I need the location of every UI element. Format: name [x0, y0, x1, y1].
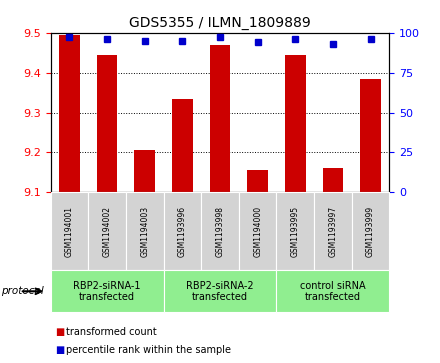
Text: transformed count: transformed count — [66, 327, 157, 337]
Bar — [209, 45, 231, 192]
Text: GSM1193999: GSM1193999 — [366, 206, 375, 257]
Text: GSM1194003: GSM1194003 — [140, 206, 149, 257]
Text: GSM1193996: GSM1193996 — [178, 206, 187, 257]
Text: RBP2-siRNA-2
transfected: RBP2-siRNA-2 transfected — [186, 281, 254, 302]
Title: GDS5355 / ILMN_1809889: GDS5355 / ILMN_1809889 — [129, 16, 311, 30]
Bar — [247, 170, 268, 192]
Text: ■: ■ — [55, 327, 64, 337]
Bar — [360, 78, 381, 192]
Text: GSM1193998: GSM1193998 — [216, 206, 224, 257]
Bar — [172, 98, 193, 192]
Text: control siRNA
transfected: control siRNA transfected — [300, 281, 366, 302]
Bar — [134, 150, 155, 192]
Text: GSM1193997: GSM1193997 — [328, 206, 337, 257]
Bar — [285, 54, 306, 192]
Text: GSM1193995: GSM1193995 — [291, 206, 300, 257]
Bar — [97, 54, 117, 192]
Text: percentile rank within the sample: percentile rank within the sample — [66, 345, 231, 355]
Bar — [323, 168, 343, 192]
Text: GSM1194001: GSM1194001 — [65, 206, 74, 257]
Text: GSM1194002: GSM1194002 — [103, 206, 112, 257]
Text: GSM1194000: GSM1194000 — [253, 206, 262, 257]
Text: ■: ■ — [55, 345, 64, 355]
Text: RBP2-siRNA-1
transfected: RBP2-siRNA-1 transfected — [73, 281, 141, 302]
Bar — [59, 34, 80, 192]
Text: protocol: protocol — [1, 286, 44, 296]
